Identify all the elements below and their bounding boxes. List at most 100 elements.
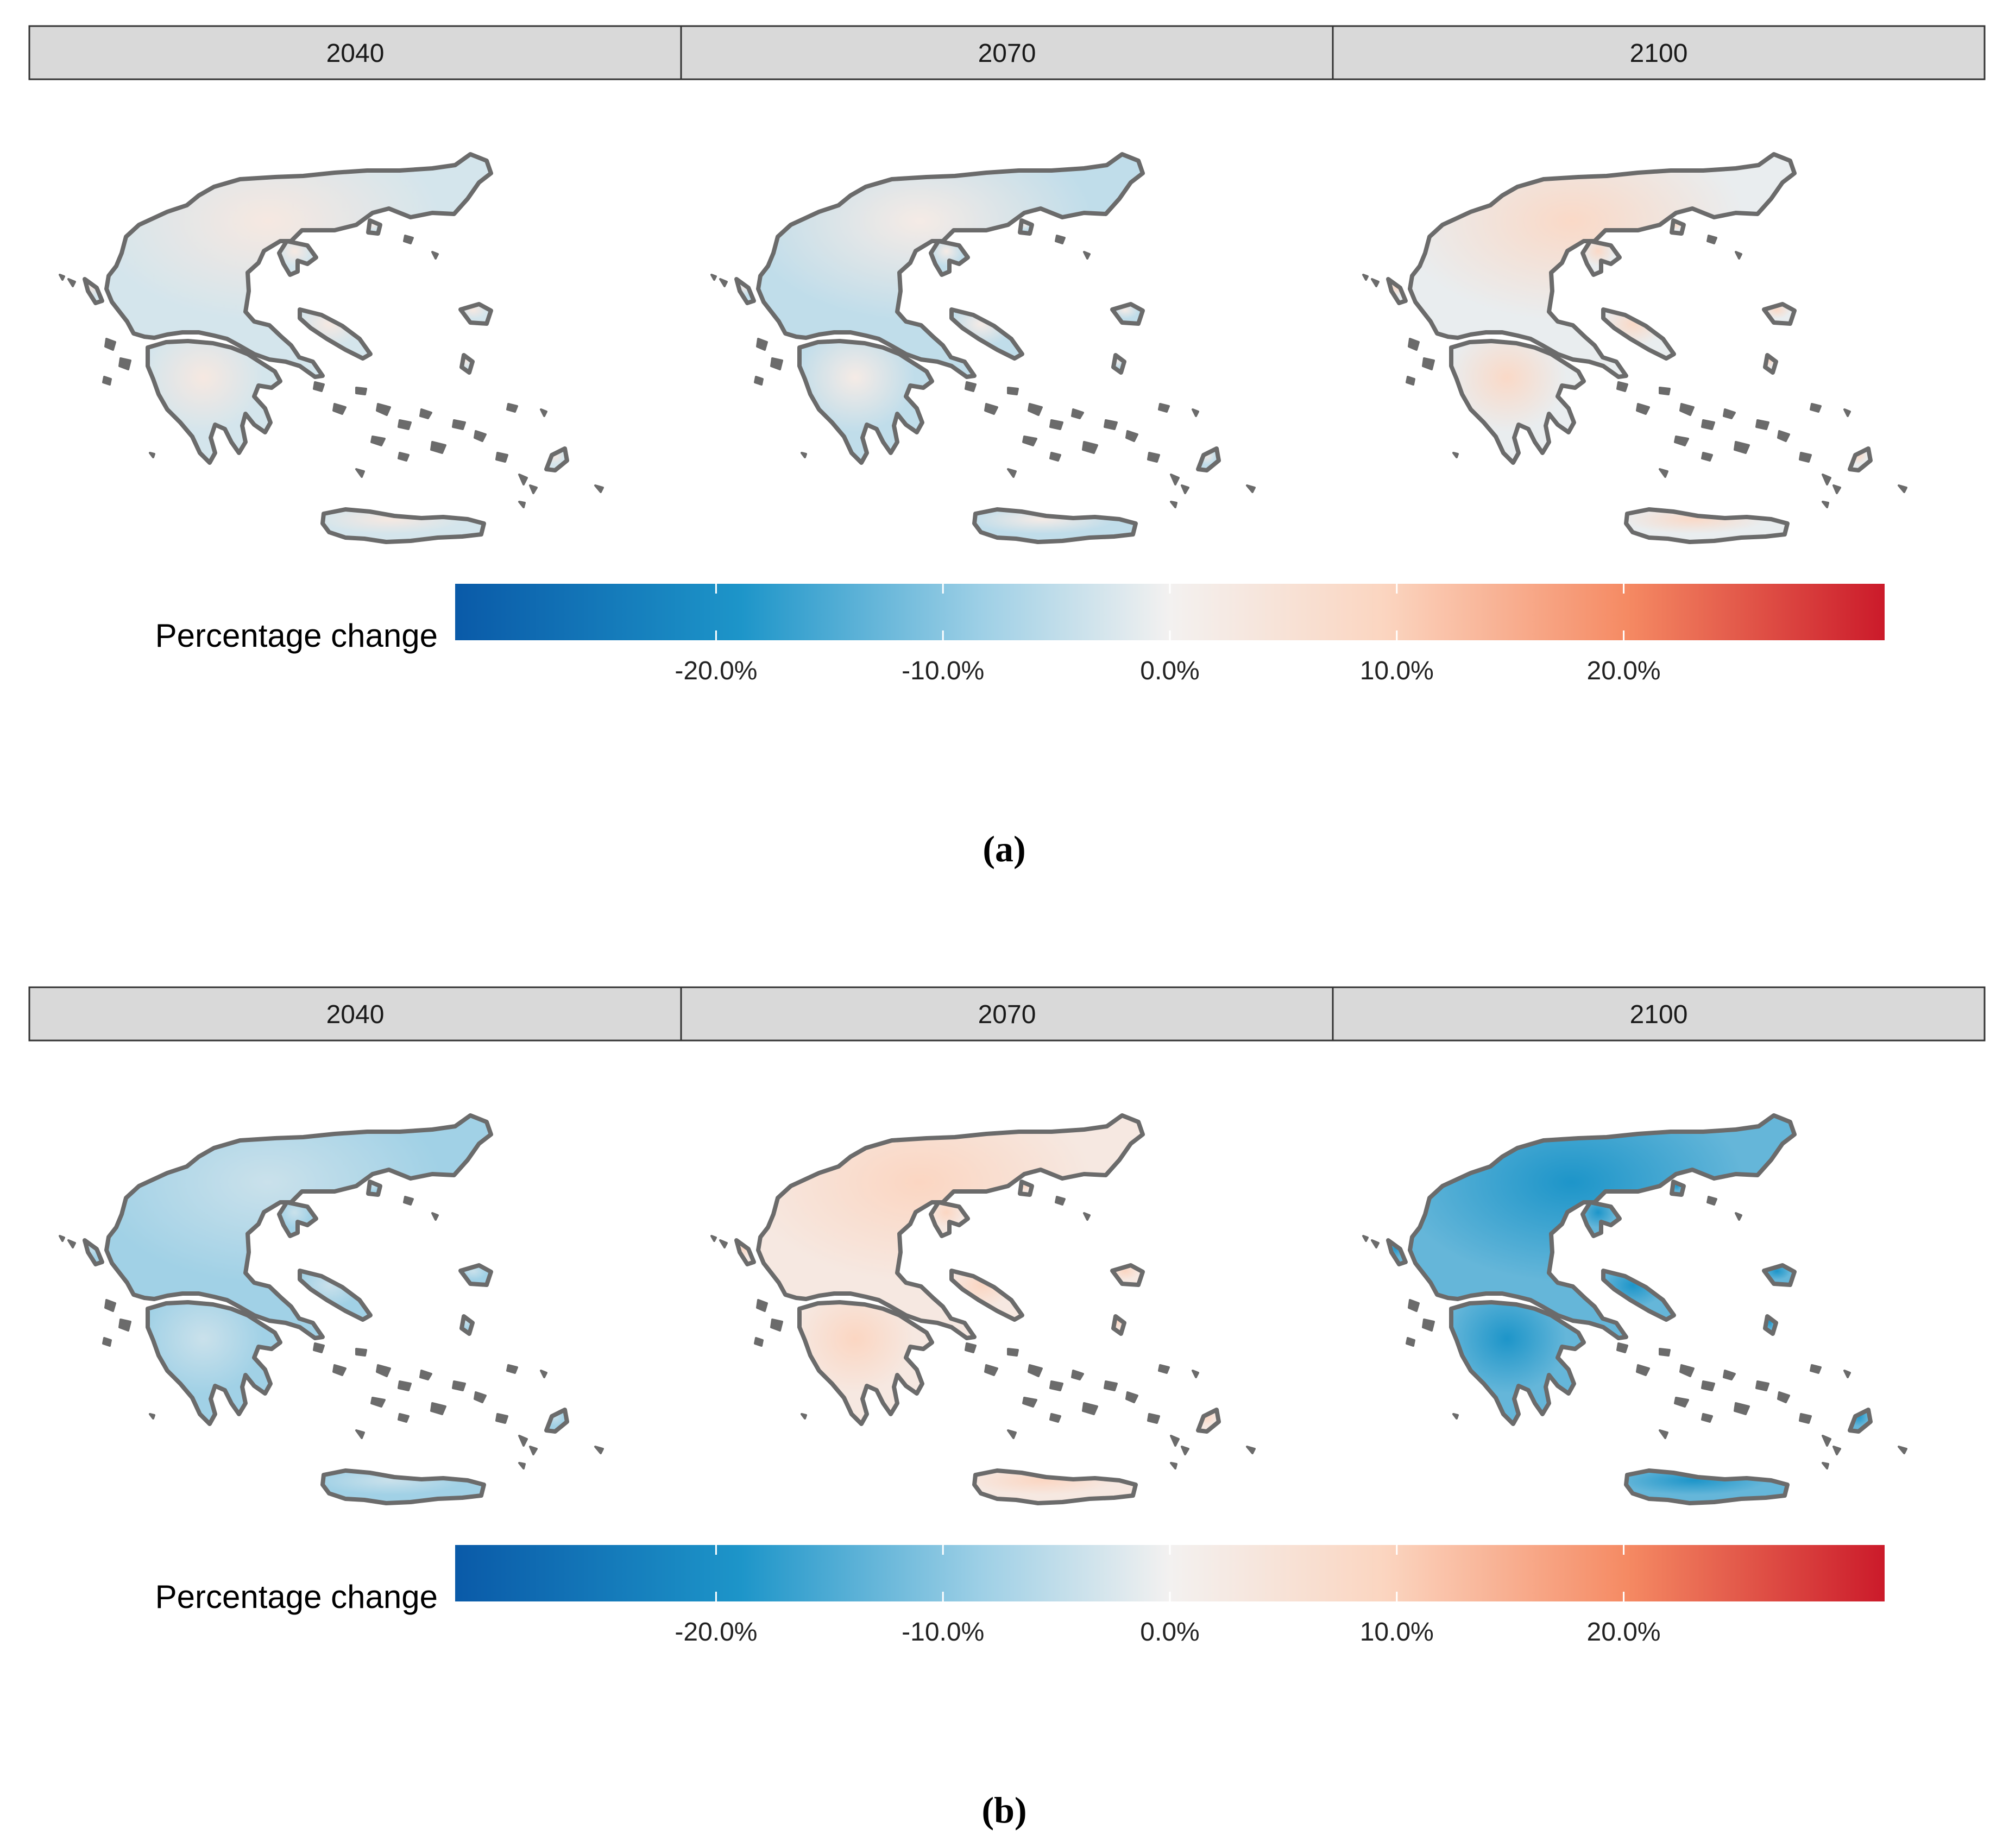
island <box>1701 1380 1715 1391</box>
island <box>1810 403 1822 413</box>
facet-year-label: 2100 <box>1630 39 1688 68</box>
island <box>1192 408 1199 417</box>
legend-title: Percentage change <box>155 617 438 654</box>
region-crete <box>320 1468 486 1505</box>
region-chios <box>1111 353 1126 375</box>
island <box>1362 274 1369 281</box>
region-lesbos <box>458 302 493 326</box>
island <box>1659 1429 1668 1439</box>
region-thasos <box>366 218 382 236</box>
island <box>1679 403 1695 416</box>
island <box>1125 1391 1138 1403</box>
region-chios <box>1763 353 1778 375</box>
region-crete <box>972 507 1138 544</box>
region-thasos <box>1670 218 1686 236</box>
island <box>67 1239 76 1248</box>
island <box>1007 387 1019 395</box>
island <box>1104 1380 1118 1391</box>
island <box>1371 1239 1380 1248</box>
island <box>1055 1196 1066 1206</box>
island <box>594 1446 604 1454</box>
island <box>719 278 728 287</box>
region-chios <box>1763 1314 1778 1336</box>
island <box>1083 251 1091 260</box>
legend-title: Percentage change <box>155 1579 438 1615</box>
island <box>1701 452 1713 462</box>
island <box>1636 1364 1650 1376</box>
panels-root: 2040 2070 2100 Percentage change -20.0% -10.0… <box>28 25 1986 1831</box>
island <box>398 419 412 430</box>
island <box>398 452 410 462</box>
panel-b: 2040 2070 2100 Percentage change -20.0% -10.0… <box>28 986 1986 1831</box>
region-corfu <box>734 277 756 305</box>
island <box>1735 1212 1742 1221</box>
facet-strip <box>28 25 682 80</box>
island <box>1734 441 1750 454</box>
island <box>518 1435 528 1447</box>
island <box>984 1364 998 1376</box>
island <box>529 484 538 494</box>
island <box>529 1446 538 1455</box>
island <box>1181 1446 1189 1455</box>
island <box>1452 1413 1459 1420</box>
island <box>1799 1413 1812 1424</box>
island <box>67 278 76 287</box>
region-chalkidiki <box>1580 239 1622 277</box>
region-chios <box>1111 1314 1126 1336</box>
island <box>506 1364 518 1374</box>
island <box>419 1370 432 1380</box>
region-rhodes <box>1196 446 1221 472</box>
region-thasos <box>1670 1180 1686 1197</box>
island <box>801 452 807 458</box>
facet-2100: 2100 <box>1332 25 1986 544</box>
island <box>403 235 414 244</box>
island <box>719 1239 728 1248</box>
region-peloponnese <box>1449 1300 1586 1426</box>
greece-map-icon <box>59 152 604 544</box>
island <box>1616 381 1628 392</box>
facet-strip <box>1332 25 1986 80</box>
tick-label: 0.0% <box>1140 657 1199 685</box>
island <box>1170 474 1180 485</box>
island <box>1832 1446 1841 1455</box>
island <box>1898 484 1907 493</box>
island <box>1022 436 1037 446</box>
island <box>1898 1446 1907 1454</box>
island <box>1028 403 1043 416</box>
island <box>1822 1462 1829 1469</box>
facet-2100: 2100 <box>1332 986 1986 1505</box>
island <box>518 1462 526 1469</box>
island <box>1192 1370 1199 1378</box>
island <box>1170 501 1177 508</box>
island <box>403 1196 414 1206</box>
region-corfu <box>1386 1238 1408 1266</box>
region-peloponnese <box>146 1300 282 1426</box>
island <box>1246 1446 1256 1454</box>
island <box>710 274 717 281</box>
region-lesbos <box>1762 302 1797 326</box>
island <box>313 381 325 392</box>
island <box>1452 452 1459 458</box>
island <box>355 1429 365 1439</box>
region-peloponnese <box>797 339 934 465</box>
island <box>495 452 508 463</box>
island <box>332 403 347 415</box>
tick-label: -10.0% <box>902 1618 984 1647</box>
island <box>59 1235 65 1242</box>
region-corfu <box>83 277 104 305</box>
island <box>1082 1402 1098 1415</box>
island <box>1843 1370 1851 1378</box>
region-crete <box>320 507 486 544</box>
island <box>1701 1413 1713 1423</box>
region-crete <box>1624 507 1790 544</box>
region-corfu <box>734 1238 756 1266</box>
island <box>594 484 604 493</box>
region-chalkidiki <box>929 239 970 277</box>
island <box>1147 452 1160 463</box>
island <box>332 1364 347 1376</box>
facet-2040: 2040 <box>28 25 682 544</box>
island <box>104 338 116 351</box>
island <box>1832 484 1841 494</box>
colour-legend: Percentage change -20.0% -10.0% 0.0% 10.0% 20… <box>155 1545 1885 1647</box>
facet-year-label: 2070 <box>978 1000 1036 1029</box>
